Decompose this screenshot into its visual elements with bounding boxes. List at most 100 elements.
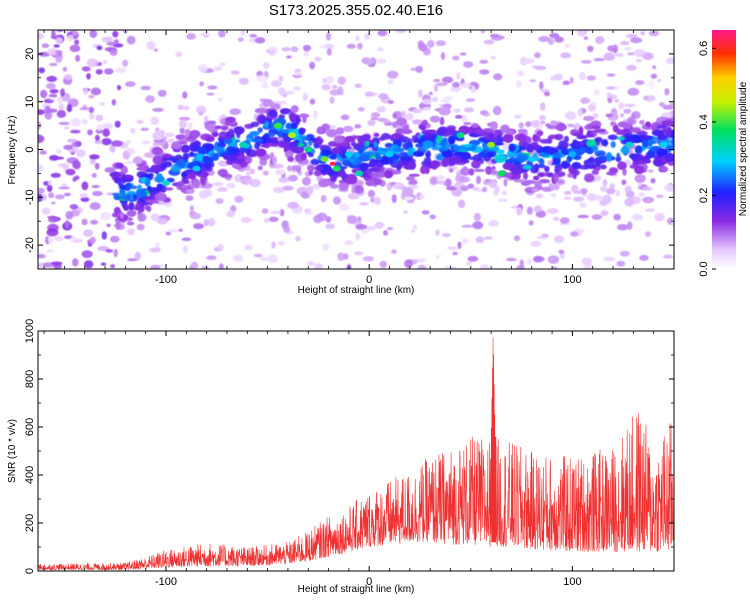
spectrogram-hotspot: [304, 146, 313, 153]
spectrogram-cell: [453, 108, 461, 113]
spectrogram-cell: [467, 183, 475, 189]
spectrogram-cell: [587, 45, 594, 52]
spectrogram-cell: [493, 190, 499, 197]
spectrogram-cell: [255, 108, 267, 114]
spectrogram-cell: [217, 143, 226, 147]
spectrogram-cell: [293, 71, 302, 77]
spectrogram-cell: [401, 129, 413, 134]
spectrogram-cell: [69, 44, 81, 53]
spectrogram-cell: [122, 59, 129, 67]
spectrogram-cell: [119, 188, 126, 196]
spectrogram-cell: [192, 179, 201, 189]
spectrogram-cell: [508, 143, 515, 152]
spectrogram-cell: [586, 75, 597, 81]
spectrogram-cell: [96, 45, 103, 51]
spectrogram-cell: [325, 75, 334, 85]
spectrogram-cell: [647, 139, 653, 147]
spectrogram-cell: [449, 168, 454, 173]
spectrogram-cell: [175, 134, 186, 139]
spectrogram-cell: [367, 119, 376, 126]
spectrogram-cell: [480, 30, 486, 34]
spectrogram-cell: [55, 194, 65, 200]
spectrogram-cell: [373, 141, 378, 149]
spectrogram-cell: [205, 136, 215, 142]
spectrogram-cell: [316, 212, 328, 222]
spectrogram-cell: [270, 80, 282, 87]
spectrogram-cell: [624, 185, 632, 194]
spectrogram-cell: [440, 139, 446, 147]
spectrogram-cell: [56, 30, 64, 33]
spectrogram-cell: [507, 129, 515, 135]
spectrogram-cell: [287, 156, 294, 162]
spectrogram-cell: [278, 114, 285, 119]
spectrogram-ytick-label: 10: [24, 96, 36, 108]
spectrogram-cell: [89, 202, 101, 211]
spectrogram-cell: [253, 253, 263, 258]
spectrogram-cell: [351, 184, 357, 194]
spectrogram-cell: [520, 135, 532, 145]
spectrogram-cell: [377, 172, 385, 178]
spectrogram-cell: [270, 137, 278, 141]
spectrogram-hotspot: [568, 151, 577, 158]
spectrogram-cell: [249, 34, 258, 38]
spectrogram-cell: [553, 73, 563, 81]
spectrogram-cell: [583, 36, 589, 40]
spectrogram-cell: [562, 147, 568, 155]
spectrogram-cell: [587, 130, 592, 136]
spectrogram-cell: [584, 173, 595, 183]
spectrogram-cell: [199, 81, 205, 87]
spectrogram-cell: [179, 127, 186, 135]
spectrogram-cell: [440, 52, 446, 60]
spectrogram-cell: [346, 43, 356, 49]
spectrogram-cell: [650, 73, 658, 79]
spectrogram-cell: [369, 158, 377, 168]
spectrogram-cell: [267, 254, 278, 263]
spectrogram-cell: [193, 223, 204, 230]
spectrogram-cell: [283, 225, 291, 233]
spectrogram-cell: [537, 173, 545, 178]
spectrogram-cell: [591, 169, 599, 175]
spectrogram-cell: [89, 112, 95, 120]
spectrogram-cell: [137, 213, 147, 222]
spectrogram-cell: [471, 160, 481, 169]
spectrogram-cell: [492, 142, 504, 146]
spectrogram-cell: [644, 155, 652, 159]
spectrogram-cell: [544, 91, 550, 97]
spectrogram-cell: [424, 132, 433, 139]
spectrogram-cell: [309, 98, 316, 105]
spectrogram-cell: [576, 30, 587, 37]
spectrogram-cell: [346, 215, 358, 225]
spectrogram-cell: [126, 221, 135, 226]
spectrogram-cell: [547, 124, 558, 130]
spectrogram-cell: [514, 161, 521, 166]
spectrogram-cell: [285, 122, 293, 130]
spectrogram-cell: [181, 237, 192, 242]
spectrogram-cell: [198, 111, 204, 116]
spectrogram-cell: [480, 110, 489, 116]
spectrogram-cell: [634, 165, 644, 174]
spectrogram-cell: [642, 196, 655, 204]
spectrogram-cell: [619, 41, 630, 46]
spectrogram-cell: [109, 144, 116, 153]
spectrogram-cell: [662, 105, 674, 110]
spectrogram-cell: [428, 91, 433, 96]
spectrogram-cell: [229, 108, 242, 115]
spectrogram-cell: [427, 39, 435, 48]
spectrogram-cell: [290, 46, 299, 52]
spectrogram-cell: [584, 124, 593, 130]
snr-series-line: [38, 337, 674, 571]
spectrogram-cell: [484, 178, 492, 183]
spectrogram-cell: [391, 249, 397, 254]
spectrogram-cell: [470, 144, 477, 151]
spectrogram-hotspot: [487, 141, 496, 148]
spectrogram-cell: [534, 65, 547, 71]
spectrogram-cell: [664, 184, 674, 192]
spectrogram-cell: [417, 264, 427, 269]
spectrogram-cell: [214, 66, 223, 71]
spectrogram-cell: [378, 93, 389, 100]
spectrogram-cell: [286, 55, 292, 59]
spectrogram-cell: [366, 150, 377, 157]
spectrogram-cell: [104, 167, 116, 173]
spectrogram-cell: [344, 240, 354, 246]
